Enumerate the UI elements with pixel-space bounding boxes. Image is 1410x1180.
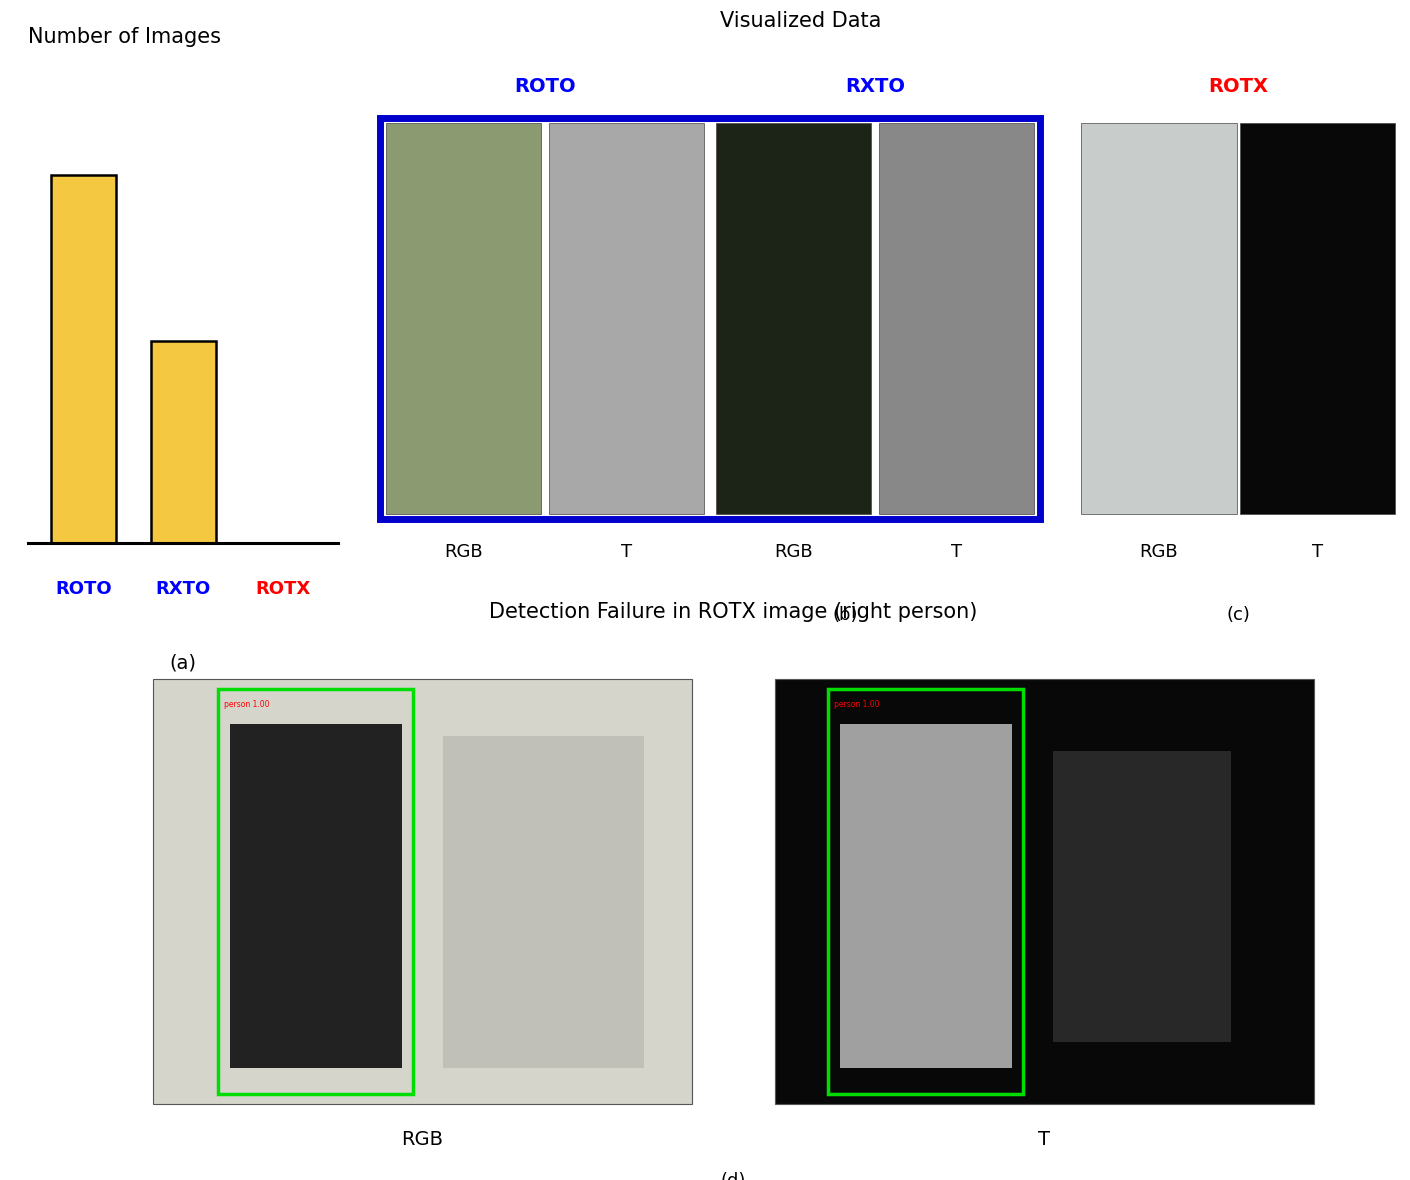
- Text: (c): (c): [1227, 607, 1251, 624]
- Text: (a): (a): [169, 653, 197, 673]
- Text: T: T: [620, 543, 632, 560]
- Text: person 1.00: person 1.00: [833, 700, 880, 708]
- Text: T: T: [1038, 1130, 1050, 1149]
- Bar: [219, 689, 413, 1094]
- Bar: [151, 341, 216, 543]
- Text: person 1.00: person 1.00: [224, 700, 269, 708]
- Bar: [443, 736, 644, 1068]
- Bar: [774, 678, 1314, 1104]
- Bar: [828, 689, 1024, 1094]
- Bar: [840, 723, 1011, 1068]
- Bar: [1081, 123, 1237, 514]
- Text: RGB: RGB: [444, 543, 482, 560]
- Bar: [1239, 123, 1394, 514]
- Bar: [51, 176, 116, 543]
- Text: (b): (b): [832, 607, 857, 624]
- Text: ROTO: ROTO: [55, 579, 111, 597]
- Bar: [880, 123, 1035, 514]
- Text: RGB: RGB: [774, 543, 814, 560]
- Text: Number of Images: Number of Images: [28, 27, 221, 47]
- Text: T: T: [1311, 543, 1323, 560]
- Text: T: T: [952, 543, 963, 560]
- Bar: [379, 118, 1041, 519]
- Text: Detection Failure in ROTX image (right person): Detection Failure in ROTX image (right p…: [489, 602, 977, 622]
- Text: RXTO: RXTO: [155, 579, 212, 597]
- Bar: [152, 678, 692, 1104]
- Text: ROTO: ROTO: [515, 77, 575, 96]
- Text: RGB: RGB: [402, 1130, 443, 1149]
- Text: ROTX: ROTX: [1208, 77, 1268, 96]
- Text: (d): (d): [721, 1172, 746, 1180]
- Bar: [548, 123, 704, 514]
- Text: Visualized Data: Visualized Data: [721, 11, 881, 31]
- Text: ROTX: ROTX: [255, 579, 312, 597]
- Bar: [1053, 750, 1231, 1042]
- Text: RXTO: RXTO: [845, 77, 905, 96]
- Bar: [386, 123, 541, 514]
- Bar: [716, 123, 871, 514]
- Bar: [230, 723, 402, 1068]
- Text: RGB: RGB: [1139, 543, 1179, 560]
